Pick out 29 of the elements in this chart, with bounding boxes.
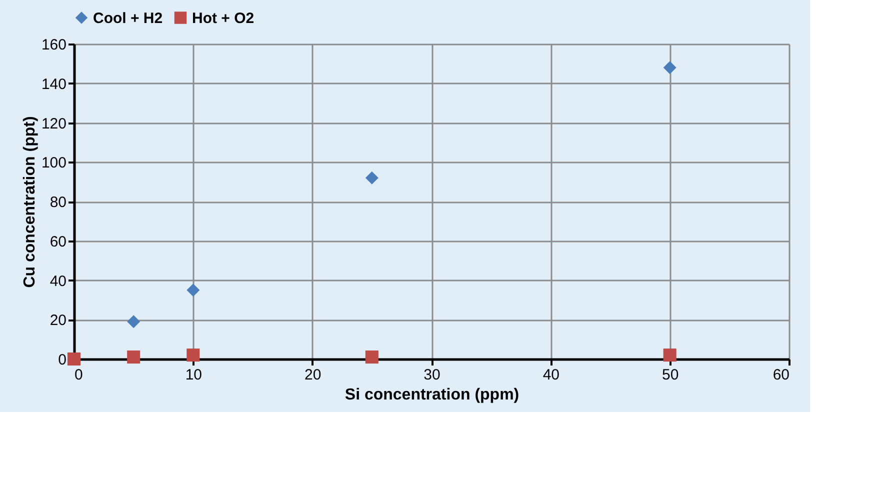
legend-label: Hot + O2	[192, 10, 254, 27]
point	[127, 350, 140, 364]
y-axis-title: Cu concentration (ppt)	[21, 116, 38, 288]
y-tick-label: 140	[41, 76, 66, 93]
point	[186, 284, 200, 297]
point	[127, 315, 140, 328]
y-tick-label: 40	[50, 272, 66, 290]
x-tick-label: 40	[542, 366, 560, 384]
y-tick-label: 60	[50, 233, 66, 250]
point	[663, 348, 676, 362]
x-tick-label: 60	[772, 366, 790, 384]
point	[186, 348, 200, 362]
x-tick-label: 20	[304, 366, 322, 384]
x-tick-label: 10	[185, 366, 202, 384]
y-tick-label: 160	[41, 36, 66, 54]
point	[365, 350, 378, 364]
y-tick-label: 0	[58, 352, 66, 368]
point	[663, 61, 676, 74]
legend-label: Cool + H2	[93, 10, 163, 27]
x-tick-label: 50	[662, 366, 679, 384]
point	[67, 352, 81, 366]
y-tick-label: 20	[50, 312, 66, 330]
x-tick-label: 0	[74, 366, 83, 384]
y-tick-label: 80	[50, 194, 66, 211]
point	[365, 171, 378, 184]
y-tick-label: 120	[41, 115, 66, 132]
x-tick-label: 30	[424, 366, 440, 384]
x-axis-title: Si concentration (ppm)	[344, 386, 520, 404]
y-tick-label: 100	[41, 154, 66, 172]
